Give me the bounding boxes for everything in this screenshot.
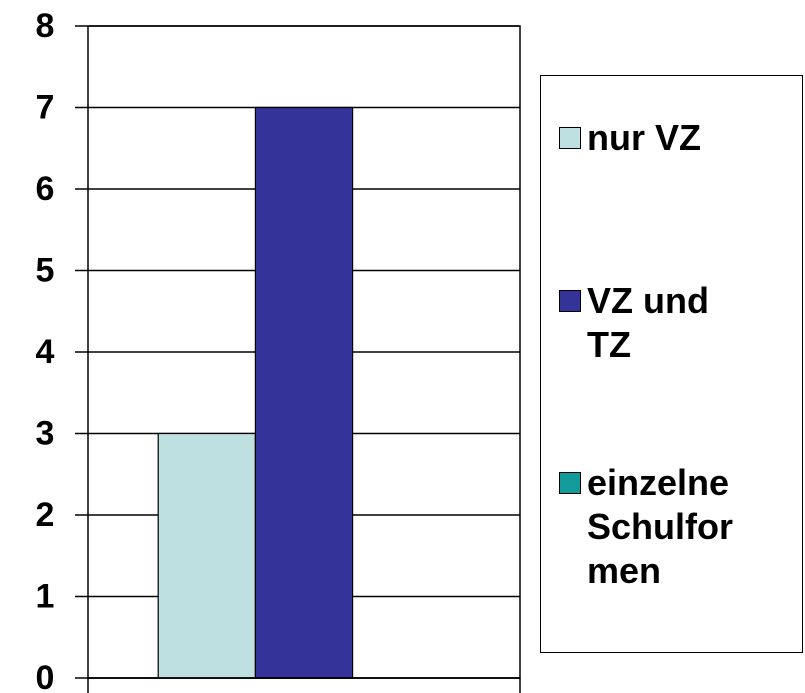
legend-item: einzelne Schulformen — [559, 461, 752, 593]
y-tick-label: 8 — [36, 7, 55, 45]
legend-label: einzelne Schulformen — [587, 462, 734, 591]
y-tick-label: 3 — [36, 414, 55, 452]
y-tick-label: 2 — [36, 496, 55, 534]
legend-swatch — [559, 472, 581, 494]
y-tick-label: 4 — [36, 333, 55, 371]
y-tick-label: 1 — [36, 577, 55, 615]
legend-label: nur VZ — [587, 117, 701, 158]
legend-item: nur VZ — [559, 116, 752, 160]
legend-label: VZ und TZ — [587, 280, 709, 365]
bar — [157, 432, 256, 679]
legend-swatch — [559, 127, 581, 149]
y-tick-label: 5 — [36, 251, 55, 289]
y-tick-label: 7 — [36, 88, 55, 126]
legend-swatch — [559, 290, 581, 312]
y-tick-label: 0 — [36, 659, 55, 693]
bar — [254, 106, 354, 679]
legend-item: VZ und TZ — [559, 279, 752, 367]
legend: nur VZ VZ und TZ einzelne Schulformen — [540, 75, 803, 653]
y-tick-label: 6 — [36, 170, 55, 208]
